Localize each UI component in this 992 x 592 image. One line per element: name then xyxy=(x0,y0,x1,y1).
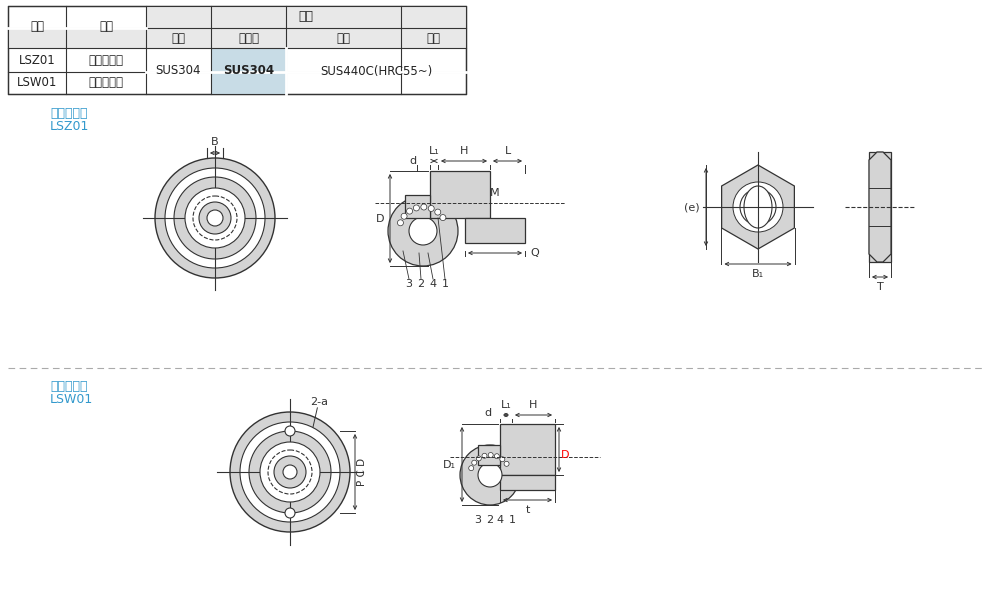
Polygon shape xyxy=(869,152,891,262)
Text: (e): (e) xyxy=(684,202,700,212)
Text: 2: 2 xyxy=(486,515,494,525)
Text: 材质: 材质 xyxy=(299,11,313,24)
Circle shape xyxy=(207,210,223,226)
Text: 1: 1 xyxy=(509,515,516,525)
Circle shape xyxy=(488,452,493,458)
Circle shape xyxy=(740,189,776,225)
Text: 副球: 副球 xyxy=(427,31,440,44)
Bar xyxy=(430,171,490,218)
Text: 2: 2 xyxy=(418,279,425,289)
Circle shape xyxy=(429,205,434,211)
Circle shape xyxy=(174,177,256,259)
Circle shape xyxy=(478,463,502,487)
Text: 螺帽固定型: 螺帽固定型 xyxy=(50,107,87,120)
Text: 调整环: 调整环 xyxy=(238,31,259,44)
Polygon shape xyxy=(721,165,795,249)
Circle shape xyxy=(421,204,427,210)
Circle shape xyxy=(472,460,477,465)
Bar xyxy=(211,48,286,94)
Text: LSZ01: LSZ01 xyxy=(50,120,89,133)
Bar xyxy=(8,28,466,48)
Text: 3: 3 xyxy=(474,515,481,525)
Circle shape xyxy=(185,188,245,248)
Circle shape xyxy=(283,465,297,479)
Text: 4: 4 xyxy=(496,515,504,525)
Circle shape xyxy=(193,196,237,240)
Circle shape xyxy=(240,422,340,522)
Circle shape xyxy=(249,431,331,513)
Text: SUS304: SUS304 xyxy=(156,65,201,78)
Circle shape xyxy=(268,450,312,494)
Circle shape xyxy=(274,456,306,488)
Text: T: T xyxy=(877,282,883,292)
Bar xyxy=(500,424,555,475)
Text: SUS304: SUS304 xyxy=(223,65,274,78)
Circle shape xyxy=(494,453,499,459)
Circle shape xyxy=(285,426,295,436)
Circle shape xyxy=(401,213,407,219)
Circle shape xyxy=(476,456,481,461)
Text: SUS440C(HRC55~): SUS440C(HRC55~) xyxy=(319,65,433,78)
Text: d: d xyxy=(484,408,492,418)
Text: LSZ01: LSZ01 xyxy=(19,53,56,66)
Circle shape xyxy=(260,442,320,502)
Text: D: D xyxy=(561,450,569,460)
Circle shape xyxy=(500,457,505,462)
Circle shape xyxy=(439,214,445,221)
Circle shape xyxy=(199,202,231,234)
Text: B₁: B₁ xyxy=(752,269,764,279)
Circle shape xyxy=(230,412,350,532)
Text: D: D xyxy=(376,214,384,224)
Circle shape xyxy=(733,182,783,232)
Circle shape xyxy=(409,217,437,245)
Text: B: B xyxy=(211,137,219,147)
Text: L₁: L₁ xyxy=(429,146,439,156)
Circle shape xyxy=(165,168,265,268)
Bar xyxy=(465,218,525,243)
Text: 法兰安装型: 法兰安装型 xyxy=(50,380,87,393)
Ellipse shape xyxy=(744,186,772,228)
Text: t: t xyxy=(526,505,530,515)
Text: L: L xyxy=(504,146,511,156)
Text: D₁: D₁ xyxy=(443,459,456,469)
Circle shape xyxy=(285,508,295,518)
Text: 代码: 代码 xyxy=(30,21,44,34)
Text: 螺帽固定型: 螺帽固定型 xyxy=(88,53,123,66)
Circle shape xyxy=(388,196,458,266)
Text: LSW01: LSW01 xyxy=(17,76,58,89)
Text: 法兰安装型: 法兰安装型 xyxy=(88,76,123,89)
Text: H: H xyxy=(460,146,468,156)
Polygon shape xyxy=(869,152,891,262)
Circle shape xyxy=(407,208,413,214)
Circle shape xyxy=(482,453,487,458)
Text: P C D: P C D xyxy=(357,458,367,486)
Text: LSW01: LSW01 xyxy=(50,393,93,406)
Circle shape xyxy=(155,158,275,278)
Text: 2-a: 2-a xyxy=(310,397,328,407)
Bar xyxy=(405,195,430,218)
Bar xyxy=(8,6,466,94)
Text: 4: 4 xyxy=(430,279,436,289)
Circle shape xyxy=(504,461,509,466)
Text: 主体: 主体 xyxy=(172,31,186,44)
Text: H: H xyxy=(530,400,538,410)
Text: Q: Q xyxy=(530,248,539,258)
Bar xyxy=(478,445,500,465)
Text: L₁: L₁ xyxy=(501,400,511,410)
Bar xyxy=(500,475,555,490)
Text: 类型: 类型 xyxy=(99,21,113,34)
Circle shape xyxy=(414,205,420,211)
Text: d: d xyxy=(410,156,417,166)
Circle shape xyxy=(460,445,520,505)
Text: M: M xyxy=(490,188,500,198)
Circle shape xyxy=(434,209,440,215)
Text: 主球: 主球 xyxy=(336,31,350,44)
Bar xyxy=(146,6,466,28)
Circle shape xyxy=(398,220,404,226)
Text: 3: 3 xyxy=(406,279,413,289)
Text: 1: 1 xyxy=(441,279,448,289)
Circle shape xyxy=(468,466,474,471)
